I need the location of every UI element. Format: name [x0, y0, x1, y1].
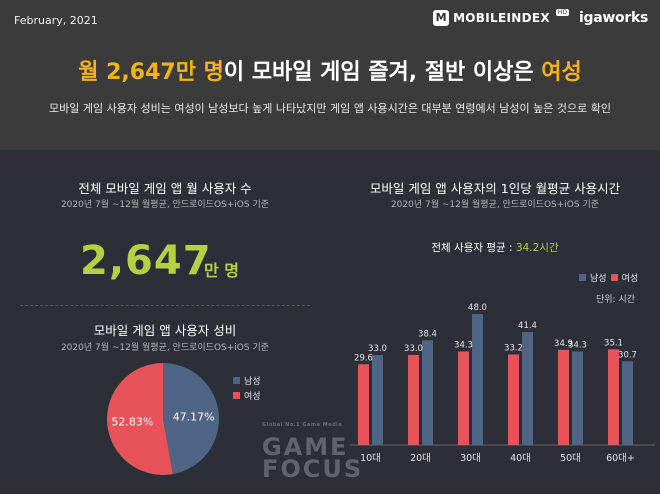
users-value: 2,647 [80, 238, 212, 284]
headline-highlight-users: 월 2,647만 명 [78, 60, 224, 85]
value-label-female-10대: 29.6 [354, 353, 373, 363]
bar-male-40대 [522, 332, 533, 445]
male-swatch [233, 377, 240, 384]
top-bar: February, 2021 M MOBILEINDEX HD igaworks [0, 0, 660, 40]
bar-female-60대+ [608, 349, 619, 445]
bar-unit-note: 단위: 시간 [596, 295, 636, 305]
bar-legend-male-label: 남성 [590, 274, 607, 284]
pie-legend-male: 남성 [233, 374, 261, 387]
bar-legend-female-label: 여성 [621, 274, 639, 284]
bar-female-20대 [408, 355, 419, 445]
pie-slice-female [106, 363, 173, 475]
watermark-line1: GAME [262, 433, 349, 461]
bar-male-20대 [422, 340, 433, 445]
bar-female-50대 [558, 349, 569, 445]
bar-female-10대 [358, 364, 369, 445]
brand-logos: M MOBILEINDEX HD igaworks [433, 8, 648, 26]
value-label-male-40대: 41.4 [518, 321, 537, 331]
pie-legend-female-label: 여성 [244, 392, 261, 402]
mobileindex-label: MOBILEINDEX [453, 11, 550, 25]
usage-average-label: 전체 사용자 평균 : [431, 242, 516, 254]
category-label-10대: 10대 [360, 453, 381, 464]
gender-title: 모바일 게임 앱 사용자 성비 [93, 323, 237, 338]
gamefocus-watermark: Global No.1 Game Media GAME FOCUS [262, 414, 364, 483]
section-divider [20, 305, 310, 306]
mobileindex-m-icon: M [433, 10, 450, 26]
watermark-line2: FOCUS [262, 455, 364, 483]
headline-highlight-female: 여성 [541, 60, 582, 85]
gender-pie-chart: 47.17% 52.83% [106, 363, 219, 475]
usage-subtitle: 2020년 7월 ~12월 월평균, 안드로이드OS+iOS 기준 [390, 200, 600, 210]
pie-legend-female: 여성 [233, 389, 261, 402]
female-swatch [233, 392, 240, 399]
value-label-female-50대: 34.9 [554, 339, 573, 349]
value-label-male-50대: 34.3 [568, 340, 587, 350]
report-date: February, 2021 [14, 14, 98, 27]
mobileindex-logo: M MOBILEINDEX HD [433, 8, 570, 26]
value-label-female-20대: 33.0 [404, 344, 423, 354]
value-label-male-20대: 38.4 [418, 329, 437, 339]
usage-title: 모바일 게임 앱 사용자의 1인당 월평균 사용시간 [369, 181, 621, 196]
bar-legend-male-swatch [579, 274, 586, 281]
value-label-female-40대: 33.2 [504, 343, 523, 353]
value-label-male-10대: 33.0 [368, 344, 387, 354]
value-label-female-60대+: 35.1 [604, 338, 623, 348]
bar-male-50대 [572, 351, 583, 445]
bar-male-10대 [372, 355, 383, 445]
bar-legend: 남성 여성 [579, 271, 638, 284]
users-title: 전체 모바일 게임 앱 월 사용자 수 [78, 181, 252, 196]
pie-legend-male-label: 남성 [244, 377, 261, 387]
usage-average: 전체 사용자 평균 : 34.2시간 [380, 240, 610, 255]
gender-subtitle: 2020년 7월 ~12월 월평균, 안드로이드OS+iOS 기준 [60, 343, 270, 353]
bar-male-30대 [472, 314, 483, 445]
bar-female-40대 [508, 354, 519, 445]
usage-bar-chart: 29.633.010대33.038.420대34.348.030대33.241.… [350, 303, 655, 464]
category-label-20대: 20대 [410, 453, 431, 464]
value-label-male-60대+: 30.7 [618, 350, 637, 360]
headline-text: 이 모바일 게임 즐겨, 절반 이상은 [223, 60, 542, 85]
headline: 월 2,647만 명이 모바일 게임 즐겨, 절반 이상은 여성 [0, 54, 660, 86]
category-label-40대: 40대 [510, 453, 531, 464]
category-label-30대: 30대 [460, 453, 481, 464]
hd-badge: HD [555, 8, 570, 16]
bar-male-60대+ [622, 361, 633, 445]
value-label-female-30대: 34.3 [454, 340, 473, 350]
subheadline: 모바일 게임 사용자 성비는 여성이 남성보다 높게 나타났지만 게임 앱 사용… [49, 102, 611, 115]
pie-slice-male [163, 363, 219, 475]
users-subtitle: 2020년 7월 ~12월 월평균, 안드로이드OS+iOS 기준 [60, 200, 270, 210]
category-label-50대: 50대 [560, 453, 581, 464]
bar-legend-female-swatch [610, 274, 618, 281]
watermark-tagline: Global No.1 Game Media [262, 422, 343, 428]
bar-female-30대 [458, 351, 469, 445]
igaworks-logo: igaworks [579, 10, 648, 26]
value-label-male-30대: 48.0 [468, 303, 487, 313]
pie-label-male: 47.17% [173, 410, 215, 423]
usage-average-value: 34.2시간 [515, 242, 559, 254]
category-label-60대+: 60대+ [606, 453, 635, 464]
users-unit: 만 명 [204, 261, 240, 280]
pie-label-female: 52.83% [111, 416, 153, 429]
